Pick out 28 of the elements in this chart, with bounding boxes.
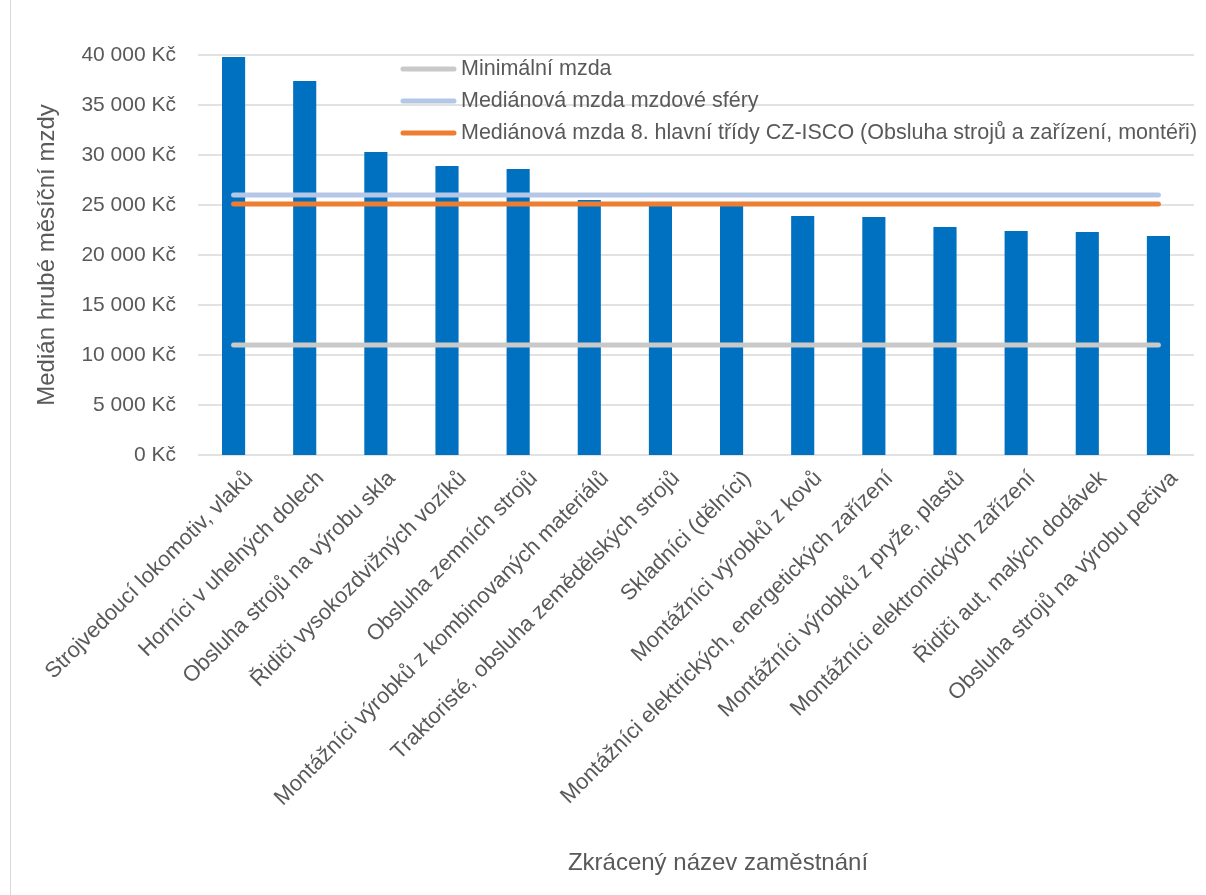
legend-label: Minimální mzda [461, 55, 612, 80]
bar [1146, 236, 1170, 455]
y-tick-label: 35 000 Kč [81, 91, 176, 115]
bar [293, 81, 317, 455]
bar [1004, 231, 1028, 455]
y-tick-label: 5 000 Kč [93, 391, 176, 415]
bar [862, 217, 886, 455]
bar [648, 204, 672, 455]
bar [577, 200, 601, 455]
legend-label: Mediánová mzda 8. hlavní třídy CZ-ISCO (Obsluha strojů a zařízení, montéři) [461, 119, 1198, 144]
y-tick-label: 20 000 Kč [81, 241, 176, 265]
bar [364, 152, 388, 455]
y-tick-label: 30 000 Kč [81, 141, 176, 165]
legend-label: Mediánová mzda mzdové sféry [461, 87, 759, 112]
y-tick-label: 15 000 Kč [81, 291, 176, 315]
y-tick-label: 25 000 Kč [81, 191, 176, 215]
y-tick-label: 10 000 Kč [81, 341, 176, 365]
bar [435, 166, 459, 455]
bar [222, 57, 246, 455]
x-axis-title: Zkrácený název zaměstnání [567, 848, 869, 875]
bar [1075, 232, 1099, 455]
y-axis-title: Medián hrubé měsíční mzdy [32, 104, 59, 406]
y-tick-label: 0 Kč [133, 441, 176, 465]
bar [791, 216, 815, 455]
bar [506, 169, 530, 455]
bar [933, 227, 957, 455]
y-tick-label: 40 000 Kč [81, 41, 176, 65]
bar [720, 206, 744, 455]
